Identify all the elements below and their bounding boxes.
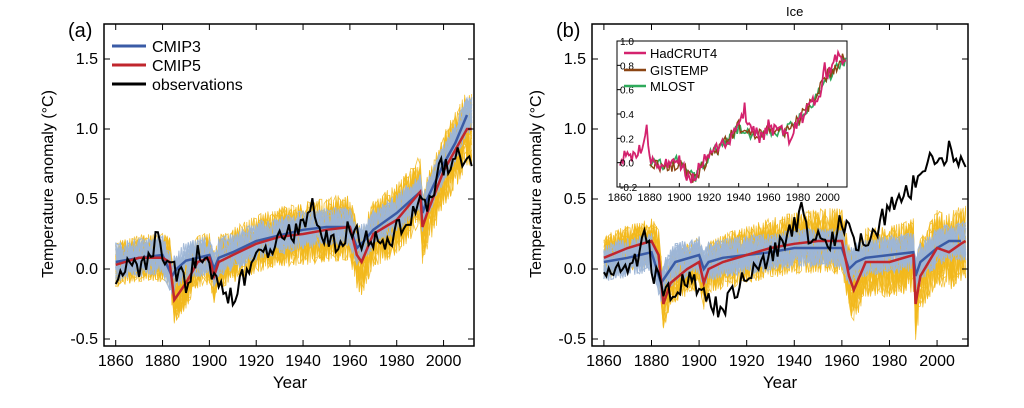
y-tick-label: 1.5 [76,51,98,68]
panel-b-ylabel: Temperature anomaly (°C) [528,90,545,278]
y-tick-label: 0.0 [564,261,586,278]
x-tick-label: 1880 [634,353,670,370]
inset-line-hadcrut4 [619,48,847,184]
x-tick-label: 1860 [586,353,622,370]
inset: 1860 1880 1900 1920 1940 1960 1980 2000 -0.2 0.0… [608,37,848,204]
inset-legend: HadCRUT4 GISTEMP MLOST [624,46,717,94]
panel-a-yticks: -0.5 0.0 0.5 1.0 1.5 [70,51,474,348]
inset-x-tick-label: 1920 [697,192,721,204]
panel-a-ylabel: Temperature anomaly (°C) [40,90,57,278]
x-tick-label: 1960 [824,353,860,370]
x-tick-label: 1940 [776,353,812,370]
y-tick-label: -0.5 [558,331,586,348]
inset-y-tick-label: 0.8 [620,61,634,72]
x-tick-label: 1980 [872,353,908,370]
legend-label-mlost: MLOST [650,79,695,94]
x-tick-label: 1860 [98,353,134,370]
panel-b-label: (b) [556,20,580,42]
inset-y-tick-label: 0.0 [620,159,634,170]
inset-y-tick-label: 0.4 [620,110,634,121]
inset-x-tick-label: 1880 [637,192,661,204]
legend-label-observations: observations [152,77,243,94]
panel-a: (a) 1860 1880 1900 1920 1940 1960 1980 2000 -0.… [40,20,475,392]
inset-xticks: 1860 1880 1900 1920 1940 1960 1980 2000 [608,183,840,204]
inset-yticks: -0.2 0.0 0.2 0.4 0.6 0.8 1.0 [617,37,638,194]
inset-y-tick-label: 0.2 [620,134,634,145]
y-tick-label: 1.0 [564,121,586,138]
y-tick-label: 0.5 [76,191,98,208]
panel-b-series [603,140,967,318]
inset-y-tick-label: 0.6 [620,86,634,97]
panel-b-xticks: 1860 1880 1900 1920 1940 1960 1980 2000 [586,24,955,370]
inset-x-tick-label: 1980 [786,192,810,204]
inset-series [619,48,847,184]
panel-b: (b) 1860 1880 1900 1920 1940 1960 1980 2000 -0.… [528,20,969,392]
y-tick-label: 0.5 [564,191,586,208]
cmip3-member-line [603,222,966,291]
inset-y-tick-label: 1.0 [620,37,634,48]
panel-a-legend: CMIP3 CMIP5 observations [112,39,243,94]
panel-b-xlabel: Year [763,373,798,392]
x-tick-label: 1960 [332,353,368,370]
panel-b-frame [591,23,969,347]
x-tick-label: 1920 [238,353,274,370]
inset-x-tick-label: 1860 [608,192,632,204]
x-tick-label: 2000 [426,353,462,370]
x-tick-label: 1900 [681,353,717,370]
inset-x-tick-label: 1900 [667,192,691,204]
legend-label-gistemp: GISTEMP [650,63,709,78]
legend-label-cmip3: CMIP3 [152,39,201,56]
y-tick-label: -0.5 [70,331,98,348]
figure-note: Ice [786,4,803,19]
x-tick-label: 1900 [192,353,228,370]
inset-x-tick-label: 1960 [756,192,780,204]
panel-a-xlabel: Year [273,373,308,392]
x-tick-label: 1920 [729,353,765,370]
x-tick-label: 1880 [145,353,181,370]
legend-label-hadcrut4: HadCRUT4 [650,46,717,61]
inset-y-tick-label: -0.2 [620,183,638,194]
y-tick-label: 1.5 [564,51,586,68]
y-tick-label: 0.0 [76,261,98,278]
x-tick-label: 1980 [379,353,415,370]
inset-x-tick-label: 2000 [815,192,839,204]
series-line-cmip5 [115,127,472,304]
x-tick-label: 1940 [285,353,321,370]
cmip5-member-line [115,94,473,322]
y-tick-label: 1.0 [76,121,98,138]
panel-a-frame [103,23,475,347]
series-line-cmip3 [603,239,961,286]
panel-a-series [114,114,473,308]
inset-x-tick-label: 1940 [726,192,750,204]
series-line-observations [603,140,967,318]
series-line-observations [114,147,473,308]
x-tick-label: 2000 [919,353,955,370]
panel-a-background [115,93,473,324]
panel-b-yticks: -0.5 0.0 0.5 1.0 1.5 [558,51,968,348]
panel-a-label: (a) [68,20,92,42]
legend-label-cmip5: CMIP5 [152,58,201,75]
panel-a-xticks: 1860 1880 1900 1920 1940 1960 1980 2000 [98,24,462,370]
ensemble-layer [115,93,473,324]
series-layer [603,140,967,318]
series-layer [114,114,473,308]
series-line-cmip5 [603,239,967,305]
